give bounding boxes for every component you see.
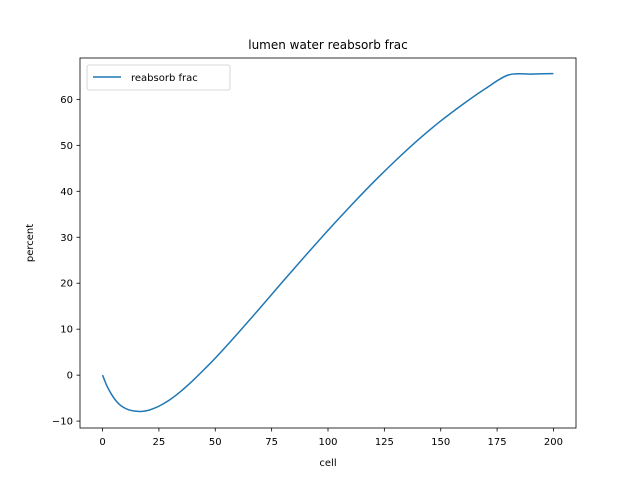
y-tick-label: 30 <box>60 233 73 244</box>
y-tick-label: −10 <box>52 417 73 428</box>
x-tick-label: 75 <box>265 437 278 448</box>
plot-area: 0 25 50 75 100 125 150 175 200 −10 0 10 20 30 40 50 60 <box>52 57 577 448</box>
x-tick-label: 150 <box>431 437 450 448</box>
x-tick-label: 125 <box>375 437 394 448</box>
y-tick-label: 10 <box>60 325 73 336</box>
y-tick-label: 50 <box>60 141 73 152</box>
y-tick-label: 40 <box>60 187 73 198</box>
x-axis-label: cell <box>319 458 336 469</box>
x-tick-label: 0 <box>99 437 105 448</box>
series-line-reabsorb-frac <box>101 72 554 413</box>
legend: reabsorb frac <box>86 64 231 91</box>
y-tick-label: 0 <box>67 371 73 382</box>
axes-frame <box>79 57 577 429</box>
y-axis: −10 0 10 20 30 40 50 60 <box>52 95 80 428</box>
x-tick-label: 25 <box>153 437 166 448</box>
y-tick-label: 20 <box>60 279 73 290</box>
x-tick-label: 50 <box>209 437 222 448</box>
x-axis: 0 25 50 75 100 125 150 175 200 <box>99 428 563 448</box>
x-tick-label: 175 <box>488 437 507 448</box>
legend-box <box>86 64 231 91</box>
y-axis-label: percent <box>25 224 36 262</box>
x-tick-label: 100 <box>318 437 337 448</box>
x-tick-label: 200 <box>544 437 563 448</box>
legend-label-reabsorb-frac: reabsorb frac <box>131 73 198 84</box>
chart-title: lumen water reabsorb frac <box>248 38 408 52</box>
y-tick-label: 60 <box>60 95 73 106</box>
